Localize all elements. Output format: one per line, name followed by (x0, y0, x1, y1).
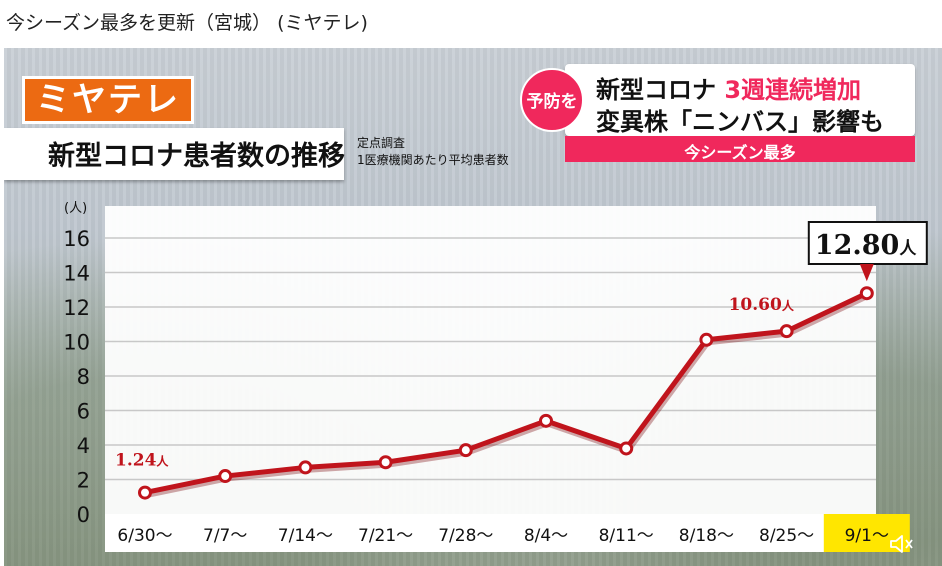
series-line (144, 290, 868, 496)
x-tick-label: 8/11～ (599, 526, 654, 546)
y-tick-label: 16 (63, 227, 90, 251)
data-point (619, 441, 634, 456)
y-tick-label: 12 (63, 296, 90, 320)
speaker-muted-icon[interactable] (888, 532, 914, 556)
x-tick-label: 6/30～ (117, 526, 172, 546)
x-tick-label: 9/1～ (845, 526, 889, 546)
news-line-1: 新型コロナ 3週連続増加 (596, 70, 861, 105)
data-label-unit: 人 (782, 298, 795, 313)
news-line-1-accent: 3週連続増加 (724, 76, 862, 104)
news-line-1-prefix: 新型コロナ (596, 76, 716, 104)
news-footer-band (565, 136, 915, 162)
y-tick-label: 14 (63, 262, 90, 286)
y-tick-label: 6 (77, 400, 90, 424)
data-point (859, 286, 874, 301)
callout-number: 12.80 (815, 230, 900, 261)
callout-label: 12.80人 (815, 230, 918, 261)
x-tick-label: 7/7～ (203, 526, 247, 546)
callout-unit: 人 (899, 239, 917, 259)
x-tick-label: 8/18～ (679, 526, 734, 546)
news-video-frame: ミヤテレ 新型コロナ患者数の推移 定点調査 1医療機関あたり平均患者数 今シーズ… (4, 48, 942, 566)
x-tick-highlight (823, 514, 910, 552)
data-point (378, 455, 393, 470)
data-point (699, 332, 714, 347)
data-label-number: 1.24 (115, 451, 157, 471)
x-tick-label: 7/21～ (358, 526, 413, 546)
data-point (539, 413, 553, 428)
data-label-unit: 人 (156, 454, 169, 469)
data-label: 1.24人 (115, 451, 169, 471)
data-point (458, 443, 473, 458)
line-chart: 0 2 4 6 8 10 12 14 16 (人) 6/30～ 7/7～ 7/14～ 7/21～ 7/28～… (63, 201, 928, 552)
y-tick-label: 4 (77, 434, 90, 458)
x-tick-label: 8/25～ (759, 526, 814, 546)
survey-note: 定点調査 (357, 136, 406, 150)
headline-title: 新型コロナ患者数の推移 (48, 141, 345, 172)
data-point (779, 324, 794, 339)
callout-box (807, 221, 928, 265)
station-logo: ミヤテレ (22, 76, 194, 124)
y-tick-label: 2 (77, 469, 90, 493)
news-footer-text: 今シーズン最多 (684, 143, 796, 162)
x-tick-label: 7/28～ (438, 526, 493, 546)
series-line-shadow (145, 292, 870, 499)
page-title: 今シーズン最多を更新（宮城） (ミヤテレ) (6, 12, 368, 34)
x-axis-band (105, 514, 876, 552)
y-unit-label: (人) (64, 201, 87, 216)
x-tick-label: 8/4～ (524, 526, 568, 546)
headline-box (4, 128, 344, 180)
data-label: 10.60人 (729, 295, 795, 315)
news-line-2: 変異株「ニンバス」影響も (596, 108, 884, 136)
news-panel (565, 64, 915, 136)
y-tick-label: 10 (63, 331, 90, 355)
data-point (218, 469, 233, 484)
y-tick-label: 0 (77, 503, 90, 527)
prevention-badge: 予防を (520, 68, 584, 132)
data-point (298, 460, 313, 475)
callout-pointer (859, 264, 874, 282)
data-label-number: 10.60 (729, 295, 782, 315)
data-point (138, 485, 152, 500)
y-tick-label: 8 (77, 365, 90, 389)
plot-area-background (105, 206, 876, 520)
measure-note: 1医療機関あたり平均患者数 (357, 153, 509, 167)
x-tick-label: 7/14～ (278, 526, 333, 546)
